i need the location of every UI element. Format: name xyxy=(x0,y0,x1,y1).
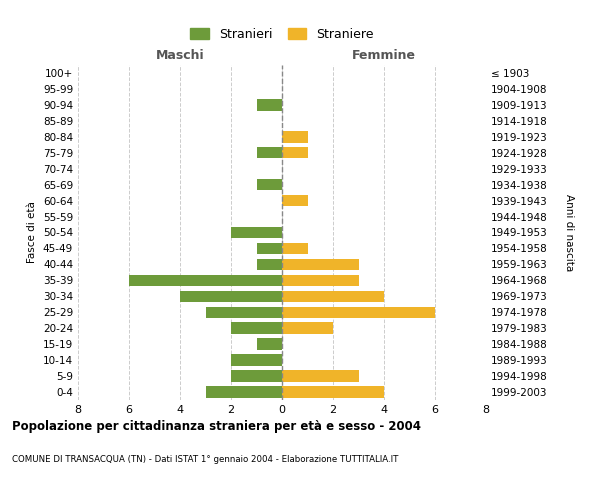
Bar xyxy=(231,322,282,334)
Text: Popolazione per cittadinanza straniera per età e sesso - 2004: Popolazione per cittadinanza straniera p… xyxy=(12,420,421,433)
Bar xyxy=(205,386,282,398)
Bar xyxy=(257,242,282,254)
Bar xyxy=(180,290,282,302)
Text: Maschi: Maschi xyxy=(155,48,205,62)
Y-axis label: Anni di nascita: Anni di nascita xyxy=(564,194,574,271)
Bar xyxy=(231,227,282,238)
Bar xyxy=(282,258,359,270)
Bar xyxy=(282,242,308,254)
Text: COMUNE DI TRANSACQUA (TN) - Dati ISTAT 1° gennaio 2004 - Elaborazione TUTTITALIA: COMUNE DI TRANSACQUA (TN) - Dati ISTAT 1… xyxy=(12,455,398,464)
Y-axis label: Fasce di età: Fasce di età xyxy=(28,202,37,264)
Bar xyxy=(282,386,384,398)
Bar xyxy=(282,195,308,206)
Bar xyxy=(282,306,435,318)
Legend: Stranieri, Straniere: Stranieri, Straniere xyxy=(187,24,377,45)
Bar xyxy=(282,290,384,302)
Bar xyxy=(257,338,282,350)
Text: Femmine: Femmine xyxy=(352,48,416,62)
Bar xyxy=(257,147,282,158)
Bar xyxy=(282,370,359,382)
Bar xyxy=(282,322,333,334)
Bar xyxy=(257,99,282,110)
Bar xyxy=(282,147,308,158)
Bar xyxy=(257,258,282,270)
Bar xyxy=(231,354,282,366)
Bar xyxy=(205,306,282,318)
Bar xyxy=(282,131,308,142)
Bar xyxy=(231,370,282,382)
Bar xyxy=(257,179,282,190)
Bar xyxy=(129,274,282,286)
Bar xyxy=(282,274,359,286)
